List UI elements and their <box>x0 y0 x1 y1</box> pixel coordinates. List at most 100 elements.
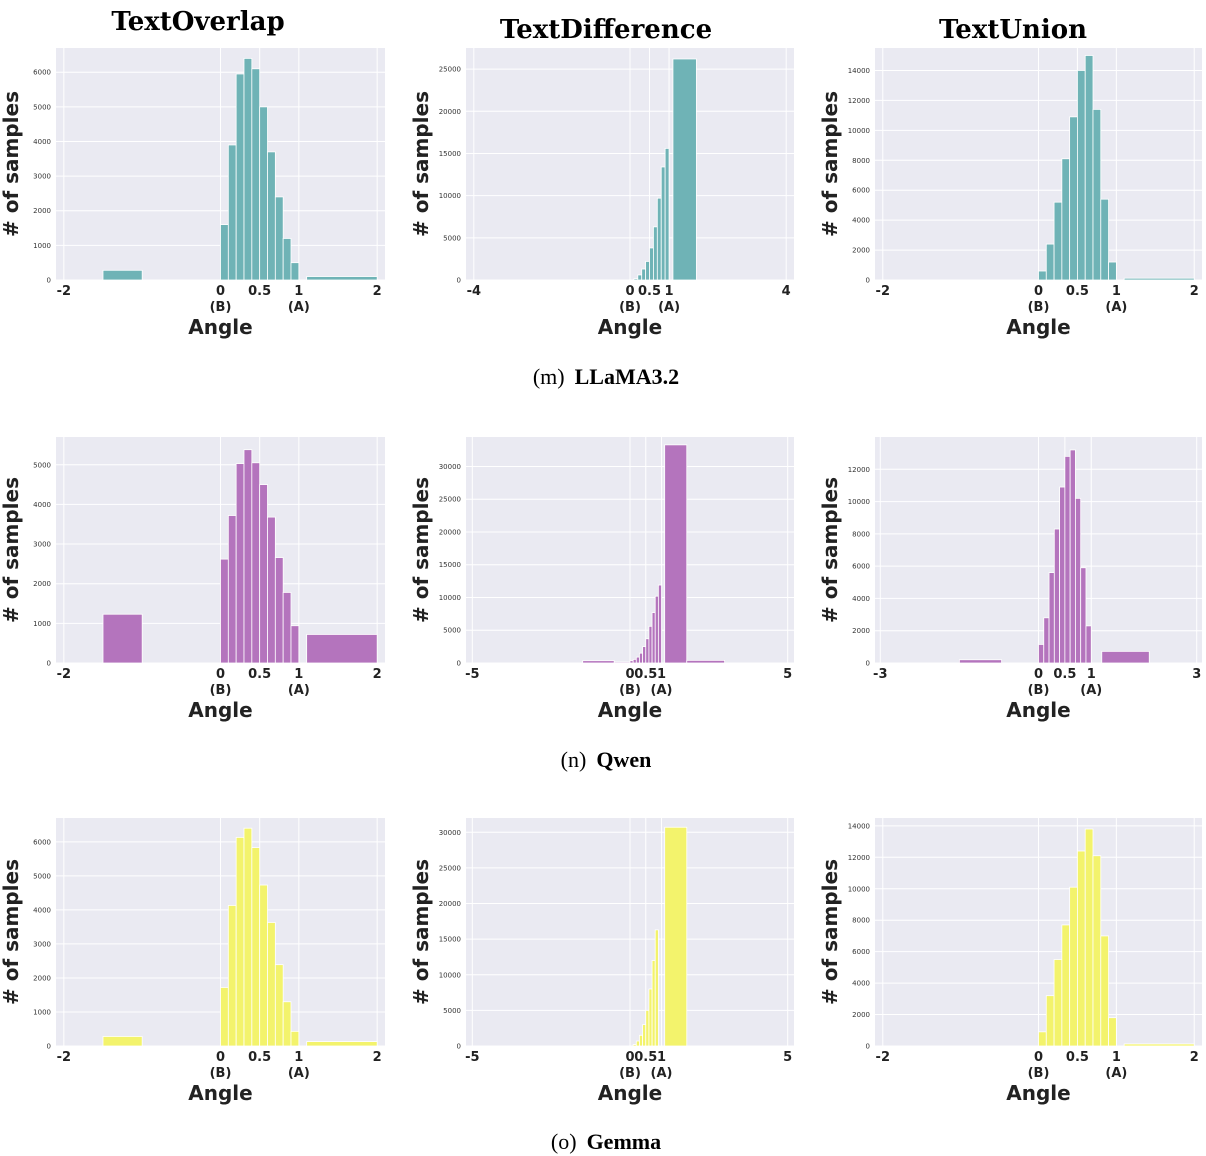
histogram-bar <box>648 625 653 664</box>
x-tick-label: 0.5 <box>1066 284 1089 299</box>
y-axis-label: # of samples <box>409 859 433 1005</box>
x-tick-label: 5 <box>783 667 792 682</box>
column-title-textdifference: TextDifference <box>500 15 712 45</box>
y-tick-label: 0 <box>866 660 870 668</box>
y-tick-label: 5000 <box>443 234 461 242</box>
x-tick-sublabel: (B) <box>619 683 641 698</box>
histogram-bar <box>1061 158 1071 281</box>
histogram-bar <box>629 660 634 664</box>
y-tick-label: 6000 <box>33 69 51 77</box>
y-tick-label: 1000 <box>33 242 51 250</box>
histogram-bar <box>1053 201 1063 281</box>
y-tick-label: 4000 <box>33 906 51 914</box>
y-tick-label: 10000 <box>439 192 461 200</box>
y-tick-label: 6000 <box>33 838 51 846</box>
x-tick-label: -5 <box>465 667 479 682</box>
histogram-bar <box>1048 572 1055 664</box>
y-tick-label: 20000 <box>439 900 461 908</box>
x-tick-label: 1 <box>294 667 303 682</box>
y-tick-label: 5000 <box>33 103 51 111</box>
histogram-bar <box>274 557 284 664</box>
x-tick-label: 4 <box>782 284 791 299</box>
histogram-bar <box>259 884 268 1047</box>
x-axis-label: Angle <box>188 1081 252 1105</box>
y-axis-label: # of samples <box>0 477 23 623</box>
histogram-bar <box>274 196 284 281</box>
histogram-bar <box>654 595 659 664</box>
x-tick-label: 1 <box>665 284 674 299</box>
y-tick-label: 12000 <box>848 466 870 474</box>
histogram-bar <box>632 1044 637 1047</box>
histogram-bar <box>235 836 245 1047</box>
y-tick-label: 5000 <box>33 461 51 469</box>
y-tick-label: 4000 <box>852 980 870 988</box>
histogram-bar <box>1045 243 1055 281</box>
histogram-bar <box>613 661 631 664</box>
x-tick-label: 0.5 <box>1066 1050 1089 1065</box>
histogram-bar <box>227 144 237 281</box>
y-tick-label: 25000 <box>439 864 461 872</box>
x-tick-label: -2 <box>876 1050 890 1065</box>
x-tick-label: 0 <box>216 667 225 682</box>
y-tick-label: 5000 <box>443 627 461 635</box>
y-tick-label: 0 <box>457 277 461 285</box>
y-tick-label: 0 <box>866 1043 870 1051</box>
histogram-bar <box>635 656 640 664</box>
x-tick-label: 0 <box>1034 284 1043 299</box>
histogram-bar <box>642 646 647 664</box>
y-tick-label: 2000 <box>852 1011 870 1019</box>
x-tick-sublabel: (A) <box>658 300 680 315</box>
x-tick-label: 1 <box>1112 284 1121 299</box>
y-tick-label: 10000 <box>848 127 870 135</box>
histogram-bar <box>651 960 656 1047</box>
histogram-bar <box>306 634 378 664</box>
histogram-bar <box>645 1009 650 1047</box>
x-axis-label: Angle <box>1006 1081 1070 1105</box>
x-tick-label: 0.5 <box>248 284 271 299</box>
y-tick-label: 1000 <box>33 1008 51 1016</box>
x-tick-label: 2 <box>1190 284 1199 299</box>
y-tick-label: 5000 <box>33 872 51 880</box>
histogram-bar <box>637 274 643 281</box>
y-axis-label: # of samples <box>0 91 23 237</box>
x-axis-label: Angle <box>1006 698 1070 722</box>
histogram-bar <box>251 68 261 281</box>
y-tick-label: 15000 <box>439 561 461 569</box>
histogram-bar <box>267 922 276 1047</box>
histogram-bar <box>1053 959 1063 1047</box>
x-tick-label: -2 <box>876 284 890 299</box>
y-tick-label: 20000 <box>439 528 461 536</box>
y-tick-label: 0 <box>457 1043 461 1051</box>
histogram-bar <box>1084 55 1094 281</box>
histogram-bar <box>243 57 253 281</box>
histogram-bar <box>958 659 1002 664</box>
histogram-bar <box>1108 261 1117 281</box>
x-tick-label: 0.5 <box>638 284 661 299</box>
x-tick-sublabel: (B) <box>1028 683 1050 698</box>
histogram-bar <box>306 276 378 281</box>
x-tick-label: 1 <box>657 1050 666 1065</box>
histogram-bar <box>1123 277 1195 281</box>
x-tick-sublabel: (A) <box>651 1066 673 1081</box>
x-tick-label: 1 <box>657 667 666 682</box>
histogram-bar <box>1108 1017 1117 1047</box>
histogram-bar <box>259 106 268 281</box>
y-tick-label: 10000 <box>439 594 461 602</box>
histogram-bar <box>1092 855 1102 1047</box>
histogram-bar <box>1077 70 1086 281</box>
histogram-bar <box>1038 1031 1047 1047</box>
histogram-bar <box>1084 828 1094 1047</box>
x-axis-label: Angle <box>598 315 662 339</box>
x-tick-label: 1 <box>294 1050 303 1065</box>
y-tick-label: 4000 <box>852 217 870 225</box>
histogram-bar <box>582 660 615 664</box>
y-axis-label: # of samples <box>818 477 842 623</box>
histogram-bar <box>1061 924 1071 1047</box>
y-tick-label: 10000 <box>848 498 870 506</box>
x-tick-sublabel: (B) <box>619 300 641 315</box>
histogram-bar <box>645 261 650 281</box>
x-axis-label: Angle <box>188 315 252 339</box>
x-tick-label: 0 <box>216 284 225 299</box>
x-tick-label: 0 <box>625 667 634 682</box>
